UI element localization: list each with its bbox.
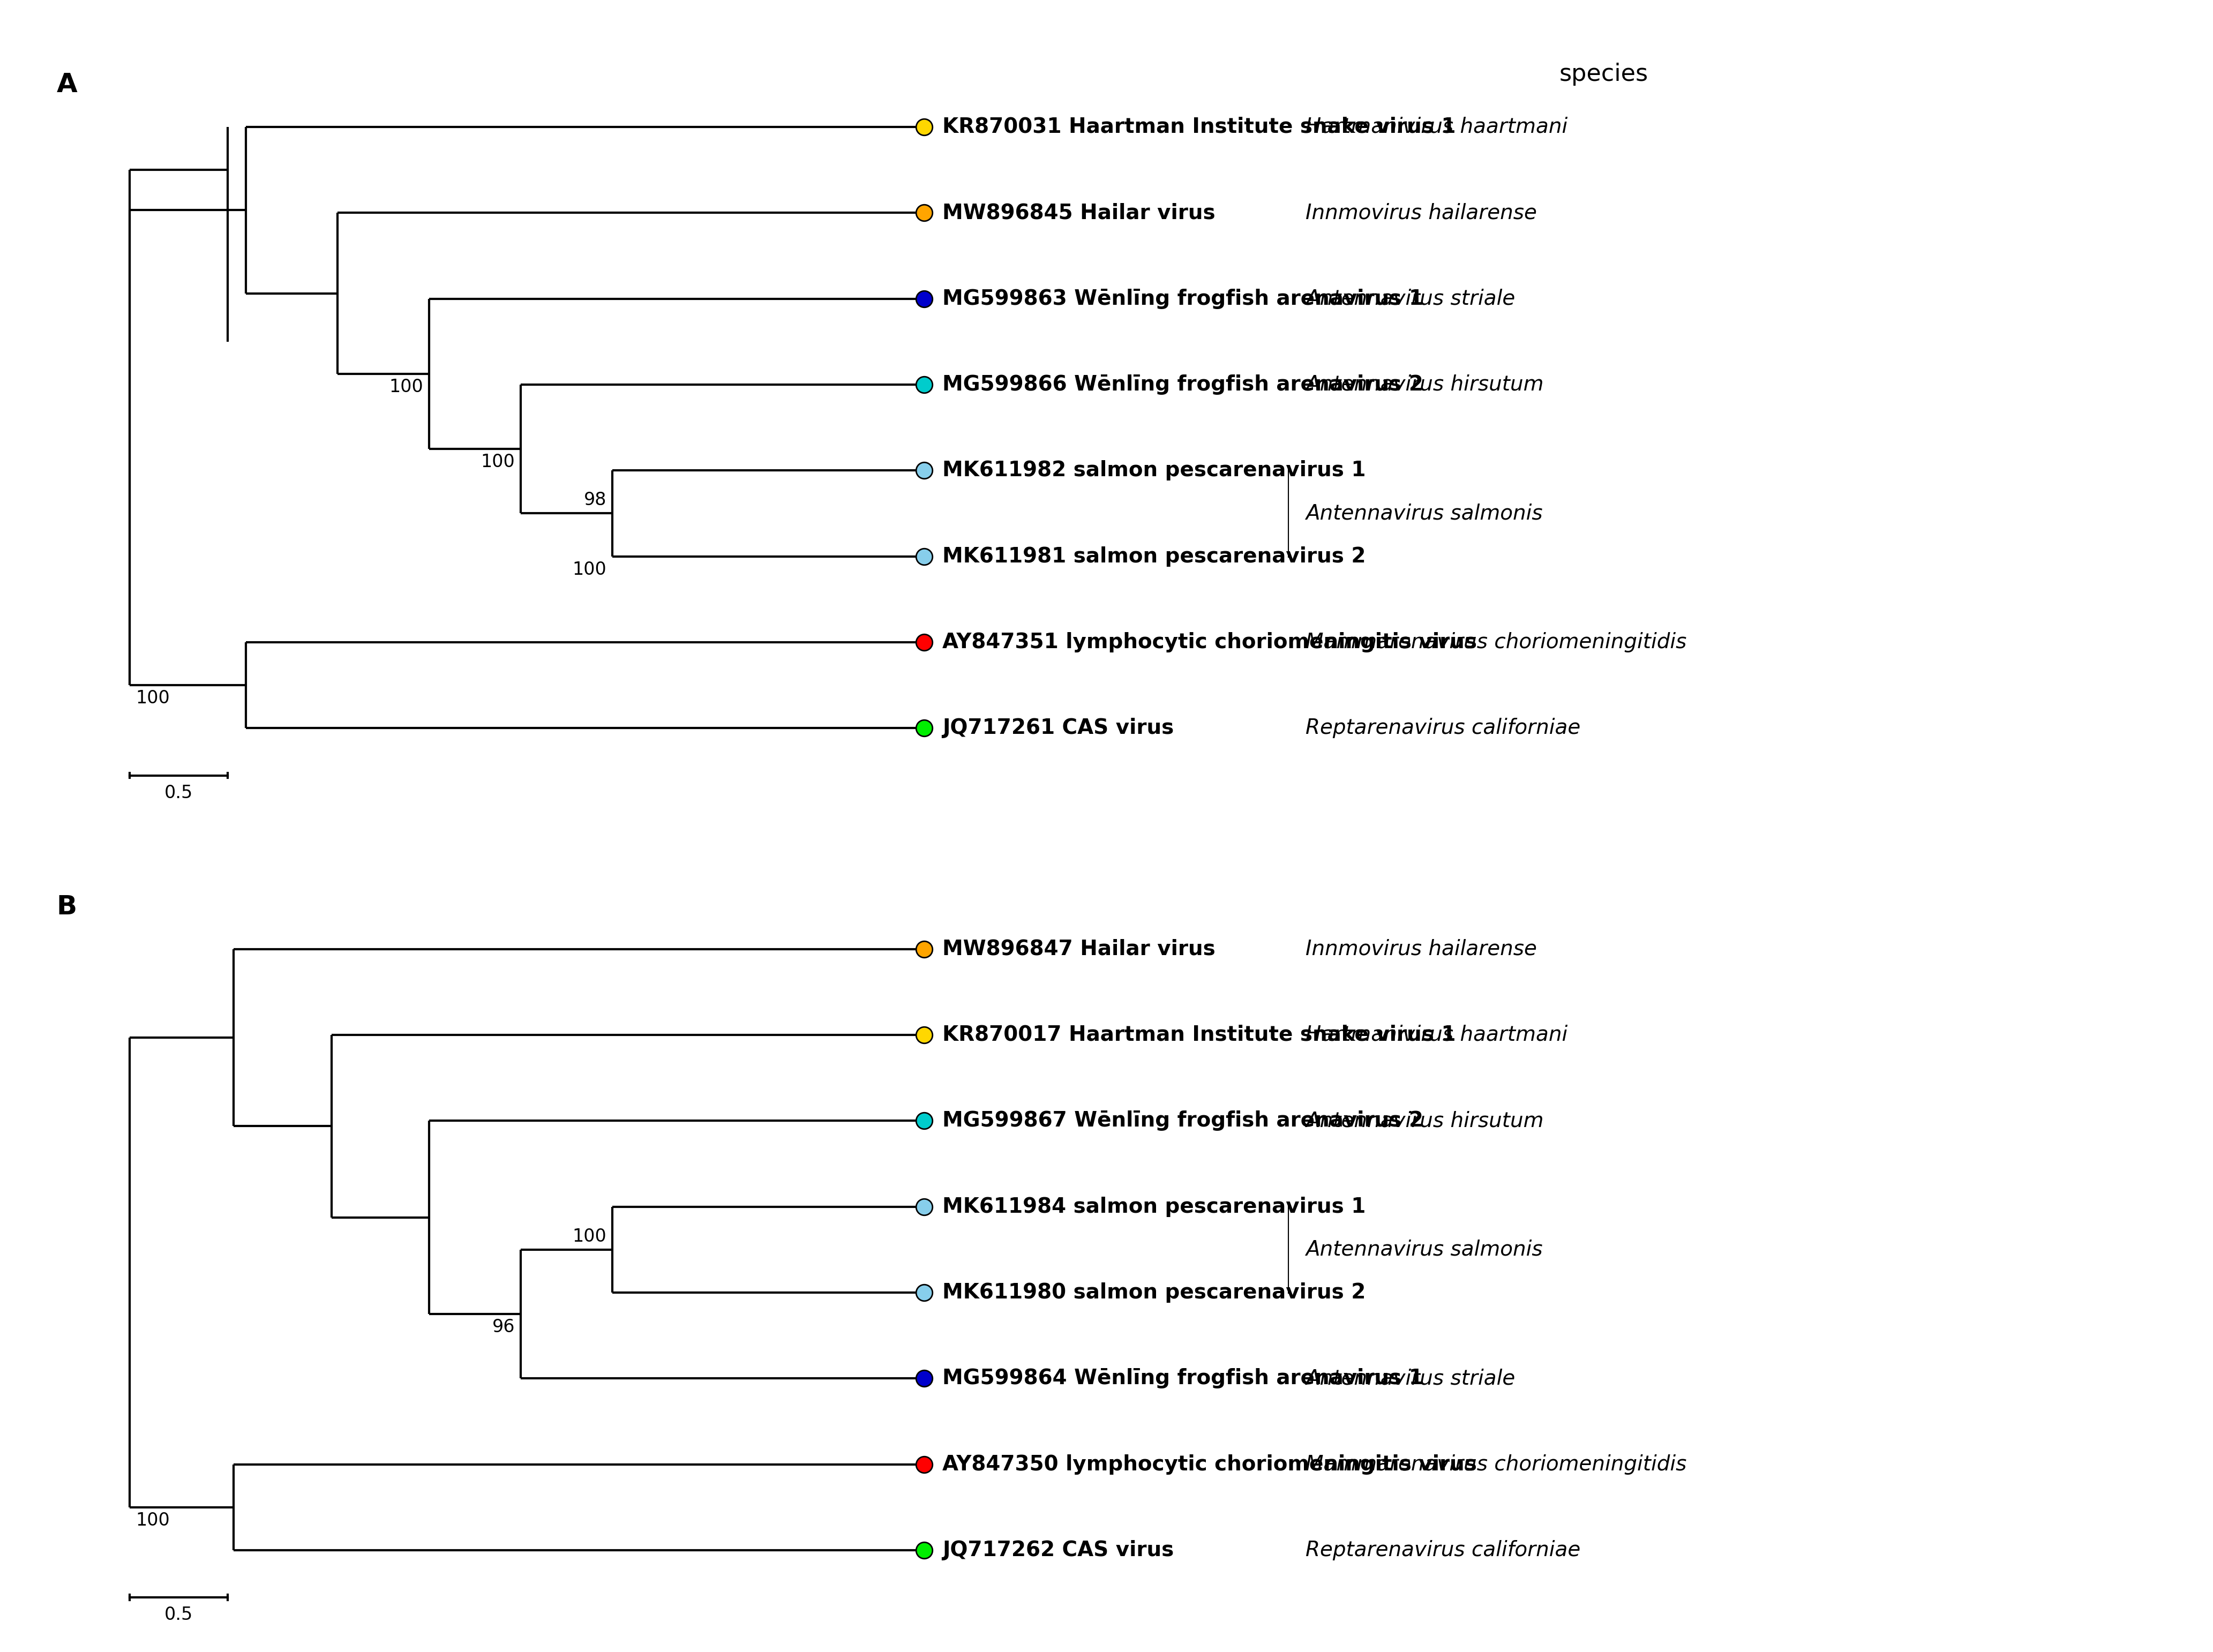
Text: KR870031 Haartman Institute snake virus 1: KR870031 Haartman Institute snake virus … xyxy=(943,117,1456,137)
Text: 0.5: 0.5 xyxy=(164,785,193,801)
Text: MG599867 Wēnlīng frogfish arenavirus 2: MG599867 Wēnlīng frogfish arenavirus 2 xyxy=(943,1110,1423,1132)
Text: MK611984 salmon pescarenavirus 1: MK611984 salmon pescarenavirus 1 xyxy=(943,1196,1365,1218)
Text: Antennavirus striale: Antennavirus striale xyxy=(1306,1368,1516,1389)
Text: Reptarenavirus californiae: Reptarenavirus californiae xyxy=(1306,719,1580,738)
Text: Mammarenavirus choriomeningitidis: Mammarenavirus choriomeningitidis xyxy=(1306,1454,1686,1475)
Text: MK611981 salmon pescarenavirus 2: MK611981 salmon pescarenavirus 2 xyxy=(943,547,1365,567)
Text: Reptarenavirus californiae: Reptarenavirus californiae xyxy=(1306,1540,1580,1561)
Text: 0.5: 0.5 xyxy=(164,1606,193,1624)
Text: Antennavirus salmonis: Antennavirus salmonis xyxy=(1306,504,1542,524)
Text: 100: 100 xyxy=(135,1512,170,1530)
Text: Innmovirus hailarense: Innmovirus hailarense xyxy=(1306,203,1538,223)
Text: 100: 100 xyxy=(135,689,170,707)
Text: MG599864 Wēnlīng frogfish arenavirus 1: MG599864 Wēnlīng frogfish arenavirus 1 xyxy=(943,1368,1423,1389)
Text: MW896847 Hailar virus: MW896847 Hailar virus xyxy=(943,938,1215,960)
Text: Hartmanivirus haartmani: Hartmanivirus haartmani xyxy=(1306,1024,1567,1046)
Text: 100: 100 xyxy=(573,560,606,578)
Text: Antennavirus salmonis: Antennavirus salmonis xyxy=(1306,1239,1542,1260)
Text: Antennavirus striale: Antennavirus striale xyxy=(1306,289,1516,309)
Text: MK611980 salmon pescarenavirus 2: MK611980 salmon pescarenavirus 2 xyxy=(943,1282,1365,1303)
Text: Antennavirus hirsutum: Antennavirus hirsutum xyxy=(1306,1110,1545,1132)
Text: 100: 100 xyxy=(480,453,516,471)
Text: Hartmanivirus haartmani: Hartmanivirus haartmani xyxy=(1306,117,1567,137)
Text: AY847351 lymphocytic choriomeningitis virus: AY847351 lymphocytic choriomeningitis vi… xyxy=(943,633,1476,653)
Text: KR870017 Haartman Institute snake virus 1: KR870017 Haartman Institute snake virus … xyxy=(943,1024,1456,1046)
Text: Mammarenavirus choriomeningitidis: Mammarenavirus choriomeningitidis xyxy=(1306,633,1686,653)
Text: AY847350 lymphocytic choriomeningitis virus: AY847350 lymphocytic choriomeningitis vi… xyxy=(943,1454,1476,1475)
Text: 100: 100 xyxy=(573,1227,606,1246)
Text: 96: 96 xyxy=(491,1318,516,1336)
Text: A: A xyxy=(58,73,77,97)
Text: 98: 98 xyxy=(584,491,606,509)
Text: MW896845 Hailar virus: MW896845 Hailar virus xyxy=(943,203,1215,223)
Text: JQ717262 CAS virus: JQ717262 CAS virus xyxy=(943,1540,1175,1561)
Text: JQ717261 CAS virus: JQ717261 CAS virus xyxy=(943,719,1175,738)
Text: MG599866 Wēnlīng frogfish arenavirus 2: MG599866 Wēnlīng frogfish arenavirus 2 xyxy=(943,375,1423,395)
Text: Innmovirus hailarense: Innmovirus hailarense xyxy=(1306,938,1538,960)
Text: MK611982 salmon pescarenavirus 1: MK611982 salmon pescarenavirus 1 xyxy=(943,461,1365,481)
Text: species: species xyxy=(1560,63,1649,86)
Text: MG599863 Wēnlīng frogfish arenavirus 1: MG599863 Wēnlīng frogfish arenavirus 1 xyxy=(943,289,1423,309)
Text: 100: 100 xyxy=(389,378,423,396)
Text: Antennavirus hirsutum: Antennavirus hirsutum xyxy=(1306,375,1545,395)
Text: B: B xyxy=(58,894,77,920)
